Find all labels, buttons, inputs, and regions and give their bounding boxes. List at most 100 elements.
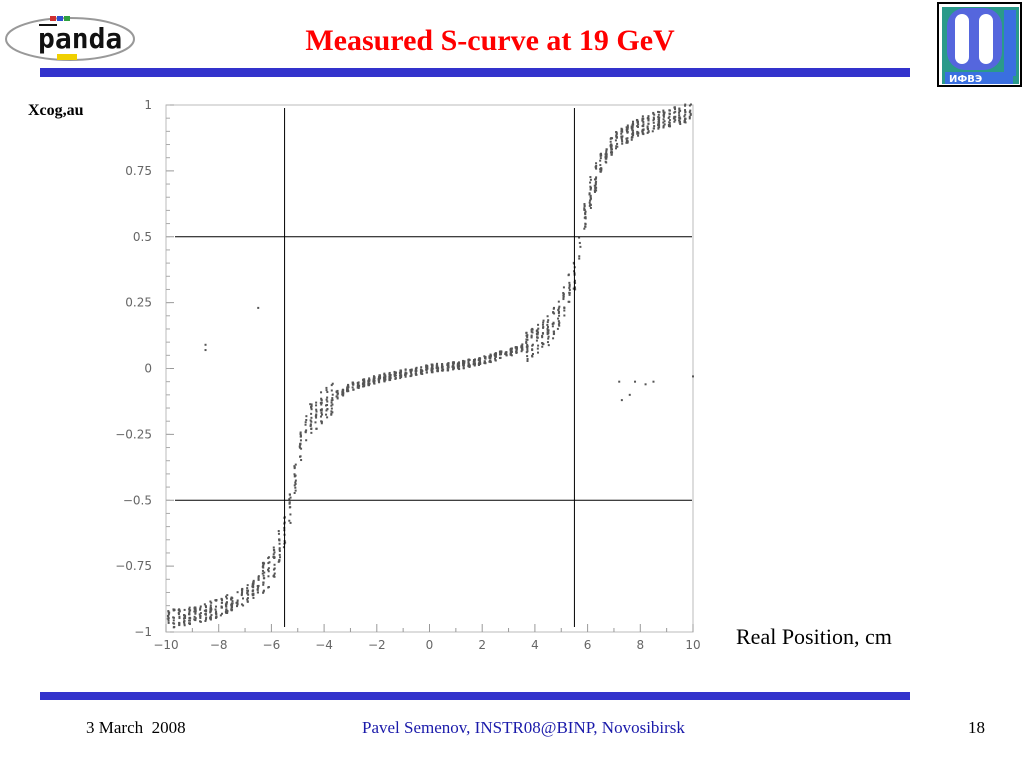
data-point (595, 176, 598, 179)
data-point (573, 279, 576, 282)
data-point (662, 115, 665, 118)
data-point (262, 581, 265, 584)
data-point (262, 583, 265, 586)
data-point (578, 255, 581, 258)
data-point (425, 368, 428, 371)
data-point (684, 104, 687, 107)
data-point (326, 391, 329, 394)
data-point (493, 354, 496, 357)
data-point (500, 351, 503, 354)
data-point (194, 611, 197, 614)
data-point (193, 607, 196, 610)
data-point (632, 120, 635, 123)
data-point (209, 607, 212, 610)
data-point (583, 208, 586, 211)
data-point (684, 111, 687, 114)
data-point (441, 364, 444, 367)
data-point (441, 369, 444, 372)
data-point (321, 413, 324, 416)
data-point (289, 521, 292, 524)
data-point (209, 618, 212, 621)
data-point (305, 418, 308, 421)
data-point (310, 427, 313, 430)
data-point (537, 327, 540, 330)
data-point (557, 309, 560, 312)
data-point (678, 111, 681, 114)
data-point (336, 392, 339, 395)
data-point (203, 609, 206, 612)
data-point (595, 162, 598, 165)
data-point (583, 204, 586, 207)
data-point (600, 169, 603, 172)
data-point (541, 323, 544, 326)
data-point (384, 377, 387, 380)
data-point (647, 127, 650, 130)
data-point (594, 183, 597, 186)
data-point (557, 300, 560, 303)
data-point (224, 603, 227, 606)
data-point (605, 161, 608, 164)
data-point (658, 116, 661, 119)
data-point (499, 356, 502, 359)
data-point (399, 369, 402, 372)
data-point (626, 139, 629, 142)
data-point (595, 189, 598, 192)
data-point (273, 549, 276, 552)
data-point (194, 609, 197, 612)
data-point (425, 364, 428, 367)
data-point (473, 364, 476, 367)
data-point (562, 291, 565, 294)
data-point (221, 601, 224, 604)
data-point (630, 125, 633, 128)
data-point (384, 378, 387, 381)
data-point (526, 359, 529, 362)
data-point (320, 420, 323, 423)
data-point (205, 606, 208, 609)
x-tick-label: 4 (531, 638, 539, 652)
data-point (663, 123, 666, 126)
data-point (242, 597, 245, 600)
data-point (630, 138, 633, 141)
data-point (510, 349, 513, 352)
data-point (621, 135, 624, 138)
data-point (494, 355, 497, 358)
data-point (594, 186, 597, 189)
data-point (579, 245, 582, 248)
data-point (272, 553, 275, 556)
data-point (547, 337, 550, 340)
y-tick-label: −0.25 (115, 427, 152, 441)
data-point (620, 130, 623, 133)
data-point (226, 610, 229, 613)
data-point (393, 375, 396, 378)
data-point (473, 359, 476, 362)
outlier-point (257, 306, 260, 309)
data-point (273, 563, 276, 566)
data-point (478, 362, 481, 365)
scatter-chart: −10 −8 −6 −4 −2 0 2 4 6 8 10 1 0.75 0.5 0.25 0 −0.25 −0.5… (115, 98, 700, 652)
data-point (541, 332, 544, 335)
data-point (262, 563, 265, 566)
data-point (426, 365, 429, 368)
data-point (594, 165, 597, 168)
data-point (653, 113, 656, 116)
data-point (662, 111, 665, 114)
data-point (657, 110, 660, 113)
data-point (240, 603, 243, 606)
data-point (330, 389, 333, 392)
data-point (351, 386, 354, 389)
page-number: 18 (968, 718, 985, 737)
data-point (636, 130, 639, 133)
data-point (384, 375, 387, 378)
data-point (441, 368, 444, 371)
data-point (193, 615, 196, 618)
data-point (562, 295, 565, 298)
data-point (314, 415, 317, 418)
data-point (599, 167, 602, 170)
data-point (209, 604, 212, 607)
data-point (262, 590, 265, 593)
data-point (673, 106, 676, 109)
data-point (231, 602, 234, 605)
data-point (609, 137, 612, 140)
panda-logo: panda (2, 12, 192, 64)
data-point (305, 439, 308, 442)
